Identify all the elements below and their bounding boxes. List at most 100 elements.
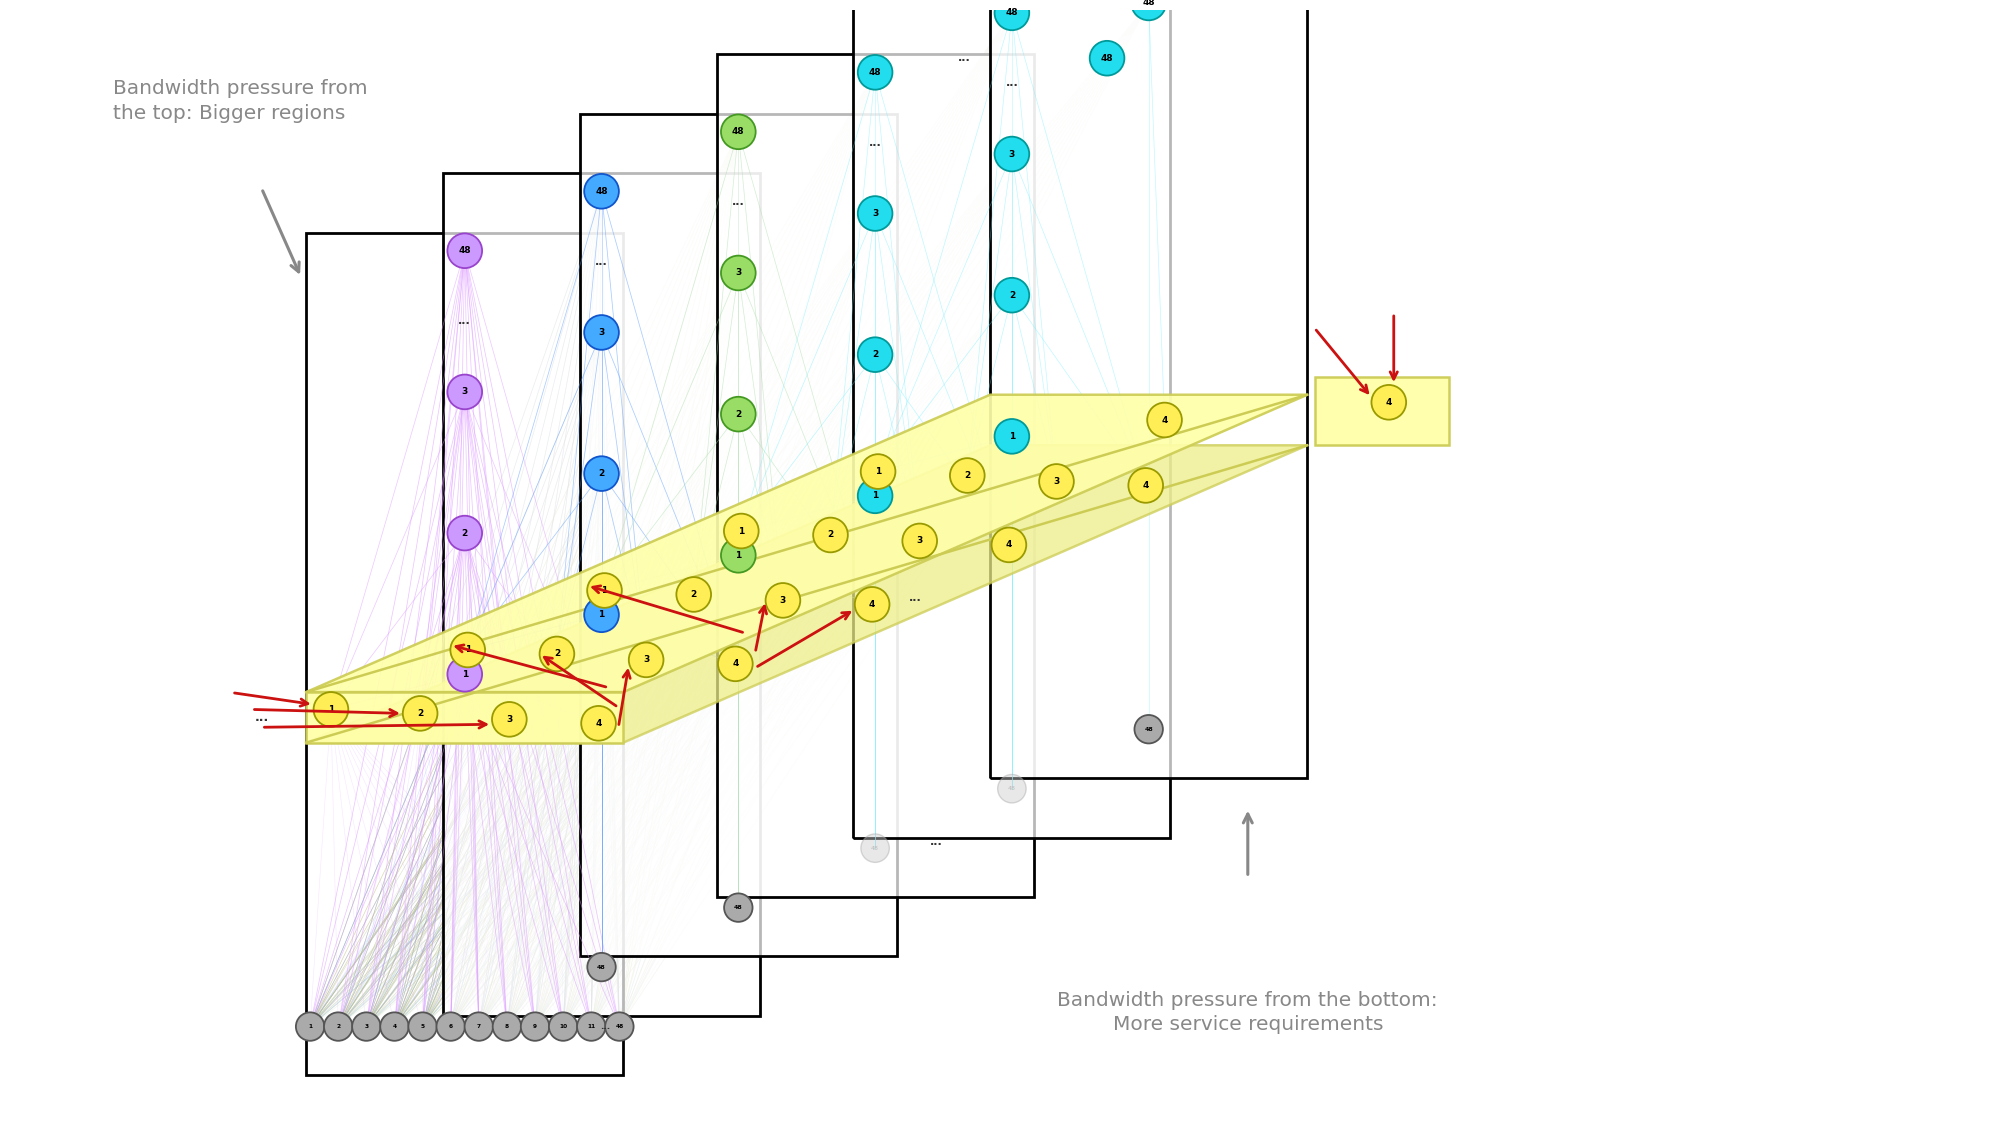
Circle shape <box>766 583 800 618</box>
Text: ...: ... <box>908 593 922 603</box>
Circle shape <box>588 953 616 981</box>
Circle shape <box>408 1012 436 1041</box>
Text: ...: ... <box>868 138 882 147</box>
Text: 3: 3 <box>462 387 468 396</box>
Text: 11: 11 <box>588 1024 596 1029</box>
Text: ...: ... <box>254 711 268 723</box>
Circle shape <box>1128 468 1164 503</box>
Text: 1: 1 <box>602 586 608 595</box>
Text: 48: 48 <box>458 246 472 255</box>
Circle shape <box>858 55 892 90</box>
Circle shape <box>720 538 756 573</box>
Circle shape <box>402 696 438 731</box>
Circle shape <box>520 1012 550 1041</box>
Circle shape <box>548 1012 578 1041</box>
Bar <box>442 173 760 1016</box>
Text: 48: 48 <box>1008 786 1016 791</box>
Text: 10: 10 <box>560 1024 568 1029</box>
Polygon shape <box>306 446 1308 742</box>
Text: 1: 1 <box>736 551 742 560</box>
Bar <box>580 114 896 956</box>
Circle shape <box>314 692 348 727</box>
Text: 1: 1 <box>738 526 744 536</box>
Text: 3: 3 <box>1008 150 1016 159</box>
Bar <box>580 114 896 956</box>
Text: 1: 1 <box>598 610 604 619</box>
Text: 2: 2 <box>828 531 834 540</box>
Text: 4: 4 <box>868 600 876 609</box>
Bar <box>306 233 624 1076</box>
Circle shape <box>998 774 1026 803</box>
Text: 3: 3 <box>598 328 604 338</box>
Circle shape <box>992 528 1026 562</box>
Text: 48: 48 <box>734 906 742 910</box>
Text: 48: 48 <box>1142 0 1154 8</box>
Bar <box>306 692 624 742</box>
Circle shape <box>720 397 756 432</box>
Circle shape <box>296 1012 324 1041</box>
Circle shape <box>1148 403 1182 438</box>
Text: 3: 3 <box>872 209 878 218</box>
Text: 48: 48 <box>596 187 608 196</box>
Text: 4: 4 <box>1162 415 1168 424</box>
Text: 6: 6 <box>448 1024 452 1029</box>
Text: ...: ... <box>600 1023 610 1032</box>
Text: 8: 8 <box>504 1024 508 1029</box>
Text: 4: 4 <box>1006 540 1012 549</box>
Text: ...: ... <box>958 53 970 63</box>
Text: 3: 3 <box>916 537 922 546</box>
Text: 48: 48 <box>868 68 882 76</box>
Circle shape <box>858 478 892 513</box>
Text: 2: 2 <box>690 590 696 598</box>
Polygon shape <box>306 395 1308 692</box>
Circle shape <box>814 518 848 552</box>
Text: 7: 7 <box>476 1024 480 1029</box>
Circle shape <box>584 597 618 632</box>
Text: 48: 48 <box>1006 8 1018 17</box>
Circle shape <box>492 1012 522 1041</box>
Text: 5: 5 <box>420 1024 424 1029</box>
Text: 2: 2 <box>1008 290 1016 299</box>
Circle shape <box>584 315 618 350</box>
Circle shape <box>380 1012 408 1041</box>
Circle shape <box>1132 0 1166 20</box>
Text: 4: 4 <box>1386 398 1392 407</box>
Text: ...: ... <box>732 197 744 207</box>
Circle shape <box>352 1012 380 1041</box>
Text: 1: 1 <box>872 492 878 501</box>
Text: 1: 1 <box>328 705 334 714</box>
Text: Bandwidth pressure from the bottom:
More service requirements: Bandwidth pressure from the bottom: More… <box>1058 991 1438 1034</box>
Circle shape <box>448 657 482 692</box>
Text: 2: 2 <box>736 410 742 418</box>
Text: 48: 48 <box>1100 54 1114 63</box>
Circle shape <box>720 255 756 290</box>
Text: 1: 1 <box>462 669 468 678</box>
Circle shape <box>860 834 890 863</box>
Circle shape <box>950 458 984 493</box>
Circle shape <box>854 587 890 622</box>
Text: 4: 4 <box>596 719 602 728</box>
Bar <box>1316 377 1450 446</box>
Text: 2: 2 <box>872 350 878 359</box>
Circle shape <box>718 647 752 681</box>
Circle shape <box>994 278 1030 313</box>
Text: ...: ... <box>596 256 608 267</box>
Bar <box>854 0 1170 837</box>
Circle shape <box>582 706 616 740</box>
Text: 3: 3 <box>736 269 742 278</box>
Text: 3: 3 <box>506 714 512 723</box>
Text: 2: 2 <box>418 709 424 718</box>
Circle shape <box>858 338 892 372</box>
Circle shape <box>584 174 618 208</box>
Bar <box>716 54 1034 897</box>
Text: 1: 1 <box>308 1024 312 1029</box>
Circle shape <box>902 523 938 558</box>
Circle shape <box>606 1012 634 1041</box>
Text: 4: 4 <box>732 659 738 668</box>
Circle shape <box>448 375 482 410</box>
Text: 2: 2 <box>964 471 970 480</box>
Circle shape <box>588 573 622 608</box>
Bar <box>990 0 1308 778</box>
Circle shape <box>464 1012 494 1041</box>
Circle shape <box>994 418 1030 453</box>
